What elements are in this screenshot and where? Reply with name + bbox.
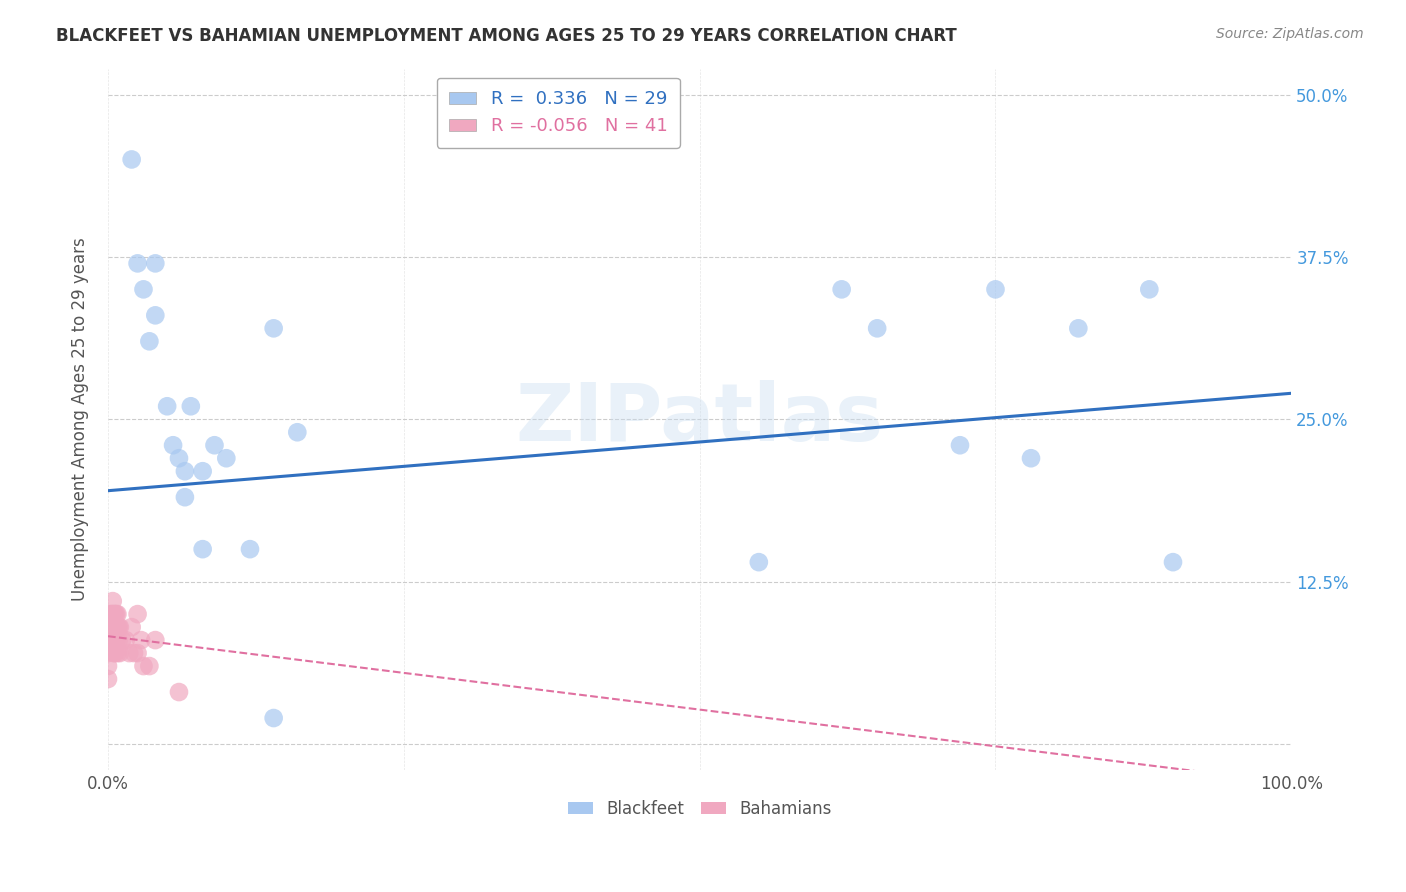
Point [100, 607, 122, 621]
Point [101, 594, 124, 608]
Point [174, 464, 197, 478]
Point [98, 607, 121, 621]
Point [118, 646, 141, 660]
Point [174, 490, 197, 504]
Y-axis label: Unemployment Among Ages 25 to 29 years: Unemployment Among Ages 25 to 29 years [72, 237, 89, 601]
Point [239, 542, 262, 557]
Point [949, 438, 972, 452]
Point [108, 646, 131, 660]
Point [107, 633, 129, 648]
Point [1019, 451, 1042, 466]
Point [167, 451, 190, 466]
Point [105, 633, 128, 648]
Point [98, 620, 121, 634]
Text: ZIPatlas: ZIPatlas [516, 380, 884, 458]
Point [97, 633, 120, 648]
Text: Source: ZipAtlas.com: Source: ZipAtlas.com [1216, 27, 1364, 41]
Point [101, 633, 124, 648]
Point [103, 646, 125, 660]
Point [127, 607, 149, 621]
Point [103, 607, 125, 621]
Point [132, 282, 155, 296]
Point [104, 607, 127, 621]
Point [103, 633, 125, 648]
Point [1137, 282, 1160, 296]
Point [100, 633, 122, 648]
Point [97, 672, 120, 686]
Point [263, 321, 285, 335]
Point [167, 685, 190, 699]
Point [105, 620, 128, 634]
Point [263, 711, 285, 725]
Point [984, 282, 1007, 296]
Point [107, 646, 129, 660]
Point [111, 633, 134, 648]
Point [191, 542, 214, 557]
Point [121, 620, 143, 634]
Point [138, 659, 160, 673]
Point [143, 256, 166, 270]
Point [97, 646, 120, 660]
Point [105, 607, 128, 621]
Point [127, 256, 149, 270]
Point [162, 438, 184, 452]
Point [191, 464, 214, 478]
Point [107, 607, 129, 621]
Point [108, 620, 131, 634]
Point [831, 282, 853, 296]
Point [104, 646, 127, 660]
Point [97, 659, 120, 673]
Point [103, 620, 125, 634]
Point [215, 451, 238, 466]
Point [866, 321, 889, 335]
Point [129, 633, 152, 648]
Point [121, 153, 143, 167]
Point [204, 438, 226, 452]
Point [180, 399, 202, 413]
Point [143, 633, 166, 648]
Text: BLACKFEET VS BAHAMIAN UNEMPLOYMENT AMONG AGES 25 TO 29 YEARS CORRELATION CHART: BLACKFEET VS BAHAMIAN UNEMPLOYMENT AMONG… [56, 27, 957, 45]
Point [138, 334, 160, 349]
Point [156, 399, 179, 413]
Point [127, 646, 149, 660]
Point [107, 620, 129, 634]
Point [1161, 555, 1184, 569]
Point [748, 555, 770, 569]
Point [114, 633, 136, 648]
Point [97, 620, 120, 634]
Point [107, 620, 129, 634]
Point [122, 646, 145, 660]
Point [285, 425, 308, 440]
Point [143, 309, 166, 323]
Legend: Blackfeet, Bahamians: Blackfeet, Bahamians [561, 794, 838, 825]
Point [1067, 321, 1090, 335]
Point [104, 620, 127, 634]
Point [132, 659, 155, 673]
Point [101, 607, 124, 621]
